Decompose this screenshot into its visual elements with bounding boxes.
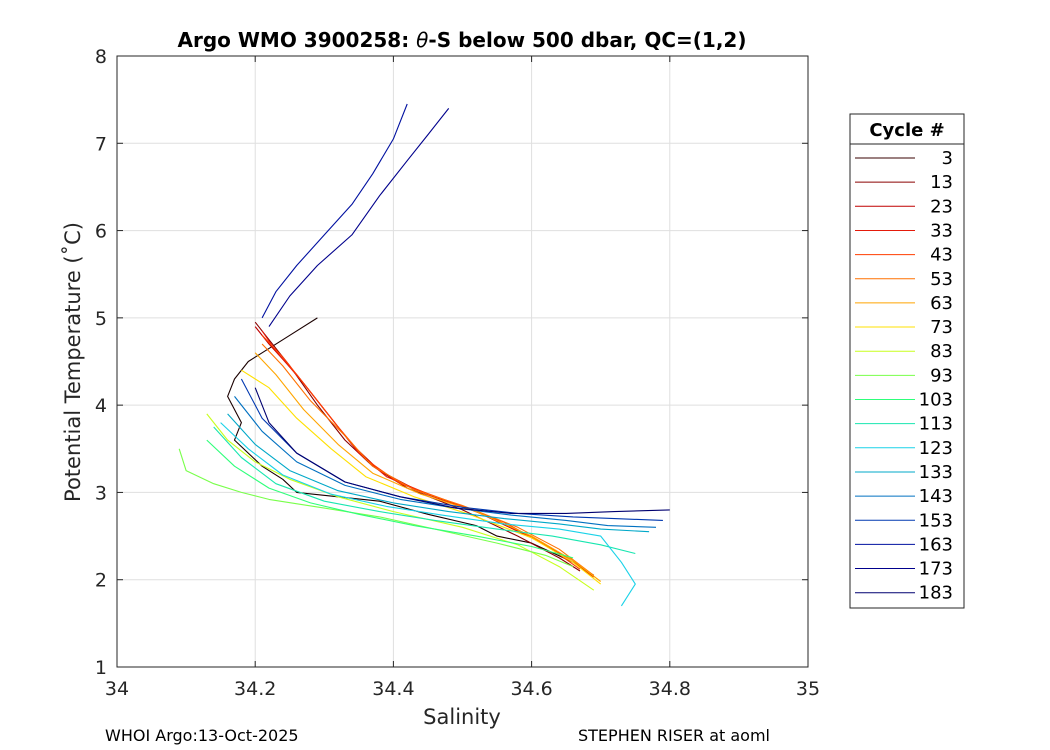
series-line-113: [213, 426, 636, 555]
footer-left: WHOI Argo:13-Oct-2025: [105, 726, 299, 745]
legend-label: 83: [930, 341, 953, 362]
legend-label: 143: [919, 486, 953, 507]
series-line-143: [234, 396, 657, 528]
legend-label: 103: [919, 390, 953, 411]
legend-label: 3: [942, 148, 953, 169]
legend-label: 73: [930, 317, 953, 338]
y-tick-label: 3: [95, 482, 107, 504]
x-tick-label: 34.8: [649, 678, 691, 700]
series-line-133: [227, 413, 650, 533]
legend-label: 33: [930, 220, 953, 241]
y-tick-label: 7: [95, 133, 107, 155]
legend-title: Cycle #: [869, 120, 944, 141]
legend-label: 183: [919, 583, 953, 604]
series-line-163: [261, 103, 408, 319]
legend-label: 133: [919, 462, 953, 483]
footer-right: STEPHEN RISER at aoml: [578, 726, 770, 745]
y-tick-label: 2: [95, 570, 107, 592]
x-tick-label: 34: [105, 678, 129, 700]
legend-label: 53: [930, 269, 953, 290]
series-line-183: [254, 387, 670, 514]
legend-label: 113: [919, 414, 953, 435]
legend-label: 163: [919, 534, 953, 555]
y-tick-label: 6: [95, 221, 107, 243]
legend-label: 153: [919, 510, 953, 531]
series-line-173: [268, 108, 450, 327]
legend-label: 13: [930, 172, 953, 193]
legend-box: [849, 113, 965, 609]
y-tick-label: 8: [95, 46, 107, 68]
series-line-63: [254, 352, 602, 582]
x-tick-label: 34.6: [510, 678, 552, 700]
axes-box: [116, 55, 809, 668]
x-tick-label: 34.4: [372, 678, 414, 700]
series-group: [178, 103, 670, 607]
legend-label: 93: [930, 365, 953, 386]
x-axis-label: Salinity: [423, 705, 501, 729]
x-tick-label: 35: [796, 678, 820, 700]
legend-label: 123: [919, 438, 953, 459]
y-tick-label: 1: [95, 657, 107, 679]
y-tick-label: 4: [95, 395, 107, 417]
chart-title: Argo WMO 3900258: θ-S below 500 dbar, QC…: [178, 28, 747, 52]
series-line-83: [206, 413, 595, 591]
series-line-3: [227, 317, 595, 576]
y-axis-label: Potential Temperature (˚C): [61, 222, 85, 502]
legend-label: 23: [930, 196, 953, 217]
legend: Cycle # 3 13 23 33 43 53 63 73 83 93 103 113 123 133 1…: [849, 113, 965, 609]
legend-label: 63: [930, 293, 953, 314]
series-line-93: [178, 448, 574, 568]
legend-label: 173: [919, 559, 953, 580]
legend-label: 43: [930, 245, 953, 266]
series-line-53: [261, 343, 595, 576]
x-tick-label: 34.2: [234, 678, 276, 700]
plot-area: [117, 56, 808, 667]
series-line-73: [241, 369, 602, 585]
y-tick-label: 5: [95, 308, 107, 330]
series-line-153: [240, 378, 663, 521]
series-line-103: [206, 439, 574, 559]
series-line-123: [220, 422, 636, 607]
